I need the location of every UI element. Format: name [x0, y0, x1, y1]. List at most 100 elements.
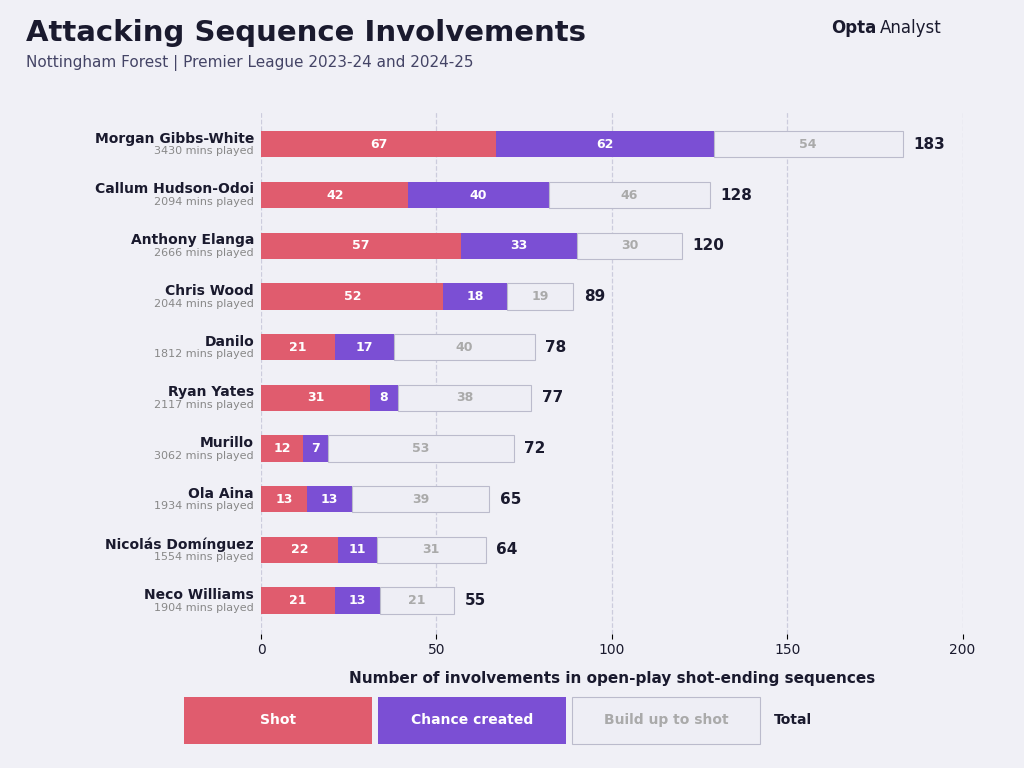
Bar: [307, 486, 352, 512]
Text: 13: 13: [349, 594, 367, 607]
Text: 183: 183: [913, 137, 945, 152]
Text: 1812 mins played: 1812 mins played: [155, 349, 254, 359]
Text: Neco Williams: Neco Williams: [144, 588, 254, 602]
Bar: [261, 182, 409, 208]
FancyBboxPatch shape: [184, 697, 373, 744]
Text: 89: 89: [584, 289, 605, 304]
Bar: [398, 385, 531, 411]
Bar: [338, 537, 377, 563]
Text: 52: 52: [344, 290, 361, 303]
Bar: [335, 588, 380, 614]
Bar: [261, 233, 461, 259]
Text: Shot: Shot: [260, 713, 296, 727]
Bar: [380, 588, 454, 614]
Text: 12: 12: [273, 442, 291, 455]
Text: Ola Aina: Ola Aina: [188, 487, 254, 501]
Bar: [328, 435, 514, 462]
FancyBboxPatch shape: [572, 697, 760, 744]
Text: 3062 mins played: 3062 mins played: [155, 451, 254, 461]
Text: Attacking Sequence Involvements: Attacking Sequence Involvements: [26, 19, 586, 47]
Text: 72: 72: [524, 441, 546, 456]
Text: 31: 31: [423, 544, 440, 557]
Bar: [261, 486, 307, 512]
Text: 33: 33: [510, 239, 527, 252]
Text: 31: 31: [307, 392, 325, 404]
Text: 1934 mins played: 1934 mins played: [155, 502, 254, 511]
Text: 40: 40: [456, 341, 473, 353]
Text: 21: 21: [409, 594, 426, 607]
Bar: [261, 131, 496, 157]
Text: 2666 mins played: 2666 mins played: [155, 248, 254, 258]
Text: Morgan Gibbs-White: Morgan Gibbs-White: [95, 132, 254, 146]
Text: 67: 67: [370, 137, 387, 151]
Text: Build up to shot: Build up to shot: [604, 713, 728, 727]
Bar: [261, 588, 335, 614]
Text: 2117 mins played: 2117 mins played: [155, 400, 254, 410]
Text: 22: 22: [291, 544, 308, 557]
Text: 18: 18: [466, 290, 483, 303]
Bar: [394, 334, 535, 360]
Text: 64: 64: [496, 542, 517, 558]
Bar: [261, 435, 303, 462]
Text: Ryan Yates: Ryan Yates: [168, 386, 254, 399]
Text: 38: 38: [456, 392, 473, 404]
Text: 8: 8: [380, 392, 388, 404]
Text: 1904 mins played: 1904 mins played: [155, 603, 254, 613]
Text: 11: 11: [349, 544, 367, 557]
Text: 2094 mins played: 2094 mins played: [155, 197, 254, 207]
Text: Analyst: Analyst: [881, 19, 942, 37]
Text: Nicolás Domínguez: Nicolás Domínguez: [105, 537, 254, 551]
Text: Callum Hudson-Odoi: Callum Hudson-Odoi: [95, 183, 254, 197]
Bar: [714, 131, 903, 157]
Text: 30: 30: [621, 239, 638, 252]
Bar: [577, 233, 682, 259]
Bar: [261, 385, 370, 411]
Text: Murillo: Murillo: [200, 436, 254, 450]
Text: Total: Total: [773, 713, 812, 727]
Text: 55: 55: [465, 593, 485, 608]
Bar: [335, 334, 394, 360]
Text: 1554 mins played: 1554 mins played: [155, 552, 254, 562]
Text: 17: 17: [355, 341, 374, 353]
Text: 120: 120: [692, 238, 724, 253]
Text: 54: 54: [800, 137, 817, 151]
Text: Chance created: Chance created: [411, 713, 534, 727]
Text: 128: 128: [721, 187, 753, 203]
Text: 62: 62: [596, 137, 613, 151]
Bar: [303, 435, 328, 462]
Bar: [496, 131, 714, 157]
Text: 78: 78: [545, 339, 566, 355]
Text: Anthony Elanga: Anthony Elanga: [131, 233, 254, 247]
Text: 40: 40: [470, 188, 487, 201]
Text: Nottingham Forest | Premier League 2023-24 and 2024-25: Nottingham Forest | Premier League 2023-…: [26, 55, 473, 71]
Text: 65: 65: [500, 492, 521, 507]
Text: 19: 19: [531, 290, 549, 303]
Text: 2044 mins played: 2044 mins played: [155, 299, 254, 309]
Text: Danilo: Danilo: [205, 335, 254, 349]
Text: 57: 57: [352, 239, 370, 252]
Text: 46: 46: [621, 188, 638, 201]
Text: 3430 mins played: 3430 mins played: [155, 147, 254, 157]
Bar: [261, 334, 335, 360]
Text: 42: 42: [326, 188, 343, 201]
Bar: [549, 182, 710, 208]
FancyBboxPatch shape: [378, 697, 566, 744]
Text: 53: 53: [412, 442, 429, 455]
Bar: [352, 486, 489, 512]
Text: 39: 39: [412, 493, 429, 506]
Text: 21: 21: [289, 341, 307, 353]
Bar: [377, 537, 485, 563]
X-axis label: Number of involvements in open-play shot-ending sequences: Number of involvements in open-play shot…: [349, 671, 874, 687]
Text: Opta: Opta: [831, 19, 877, 37]
Text: Chris Wood: Chris Wood: [166, 284, 254, 298]
Bar: [507, 283, 573, 310]
Text: 13: 13: [275, 493, 293, 506]
Bar: [370, 385, 398, 411]
Text: 21: 21: [289, 594, 307, 607]
Bar: [261, 537, 338, 563]
Bar: [409, 182, 549, 208]
Bar: [461, 233, 577, 259]
Text: 77: 77: [542, 390, 563, 406]
Bar: [261, 283, 443, 310]
Text: 13: 13: [321, 493, 338, 506]
